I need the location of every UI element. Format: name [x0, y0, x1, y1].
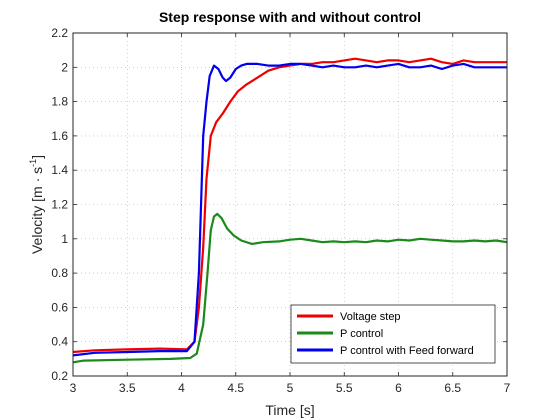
y-tick-label: 0.2: [51, 369, 68, 383]
y-axis-label: Velocity [m · s-1]: [28, 155, 45, 254]
x-tick-label: 3: [70, 381, 77, 395]
x-axis-label: Time [s]: [265, 402, 314, 418]
y-axis-label-sup: -1: [28, 159, 38, 167]
legend-label-p-control: P control: [340, 328, 383, 340]
y-tick-label: 1.6: [51, 129, 68, 143]
y-tick-label: 2.2: [51, 26, 68, 40]
x-tick-label: 7: [504, 381, 511, 395]
y-tick-labels: 0.2 0.4 0.6 0.8 1 1.2 1.4 1.6 1.8 2 2.2: [51, 26, 68, 383]
legend-label-voltage-step: Voltage step: [340, 311, 401, 323]
x-tick-label: 4: [178, 381, 185, 395]
x-tick-label: 3.5: [119, 381, 136, 395]
legend-label-p-control-feed-forward: P control with Feed forward: [340, 345, 474, 357]
x-tick-label: 4.5: [227, 381, 244, 395]
y-tick-label: 1.2: [51, 198, 68, 212]
y-tick-label: 0.8: [51, 266, 68, 280]
y-tick-label: 1.8: [51, 95, 68, 109]
series-line-p-control: [72, 212, 508, 364]
ticks: [72, 32, 508, 377]
y-axis-label-end: ]: [29, 155, 45, 159]
y-tick-label: 0.6: [51, 300, 68, 314]
x-tick-label: 6.5: [444, 381, 461, 395]
y-axis-label-base: Velocity [m · s: [29, 167, 45, 254]
series-line-p-control-feed-forward: [72, 62, 507, 357]
x-tick-label: 5: [287, 381, 294, 395]
y-tick-label: 0.4: [51, 335, 68, 349]
series-group: [72, 57, 508, 364]
x-tick-label: 5.5: [336, 381, 353, 395]
x-tick-labels: 3 3.5 4 4.5 5 5.5 6 6.5 7: [70, 381, 511, 395]
y-tick-label: 1: [61, 232, 68, 246]
x-tick-label: 6: [395, 381, 402, 395]
chart-title: Step response with and without control: [159, 9, 421, 25]
y-tick-label: 2: [61, 60, 68, 74]
legend: Voltage step P control P control with Fe…: [290, 304, 496, 364]
y-tick-label: 1.4: [51, 163, 68, 177]
